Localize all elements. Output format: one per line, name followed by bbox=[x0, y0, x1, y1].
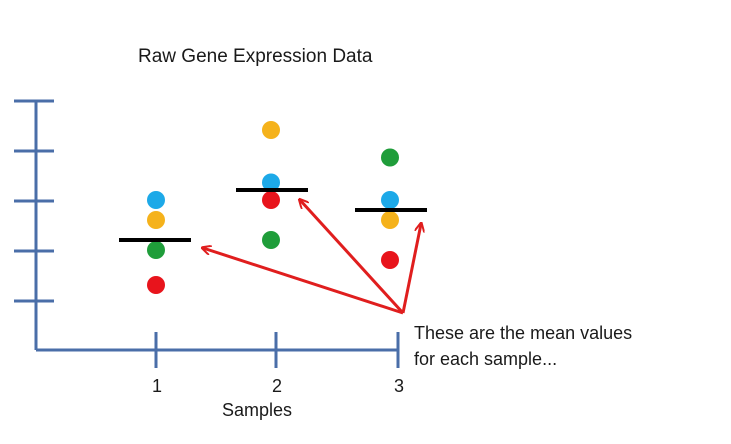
arrow-to-mean-2 bbox=[300, 200, 405, 315]
point-orange-sample-2 bbox=[262, 121, 280, 139]
data-points bbox=[147, 121, 399, 294]
annotation-arrows bbox=[203, 200, 421, 315]
chart-title: Raw Gene Expression Data bbox=[138, 46, 373, 67]
x-axis-label: Samples bbox=[222, 400, 293, 420]
point-blue-sample-2 bbox=[262, 173, 280, 192]
mean-bars bbox=[119, 188, 427, 242]
point-red-sample-2 bbox=[262, 191, 280, 209]
mean-annotation-text: These are the mean values for each sampl… bbox=[414, 320, 724, 372]
arrow-to-mean-1 bbox=[203, 248, 404, 315]
axes bbox=[14, 99, 400, 368]
point-blue-sample-1 bbox=[147, 191, 165, 209]
x-tick-label-1: 1 bbox=[151, 376, 162, 396]
point-green-sample-3 bbox=[381, 148, 399, 167]
point-orange-sample-3 bbox=[381, 211, 399, 229]
point-orange-sample-1 bbox=[147, 211, 165, 229]
annotation-line-2: for each sample... bbox=[414, 349, 558, 369]
point-red-sample-1 bbox=[147, 276, 165, 294]
point-green-sample-1 bbox=[147, 241, 165, 259]
point-red-sample-3 bbox=[381, 251, 399, 269]
annotation-line-1: These are the mean values bbox=[414, 323, 633, 343]
arrow-to-mean-3 bbox=[401, 224, 421, 314]
x-tick-label-3: 3 bbox=[393, 376, 404, 396]
point-blue-sample-3 bbox=[381, 191, 399, 209]
x-tick-label-2: 2 bbox=[271, 376, 282, 396]
point-green-sample-2 bbox=[262, 231, 280, 249]
